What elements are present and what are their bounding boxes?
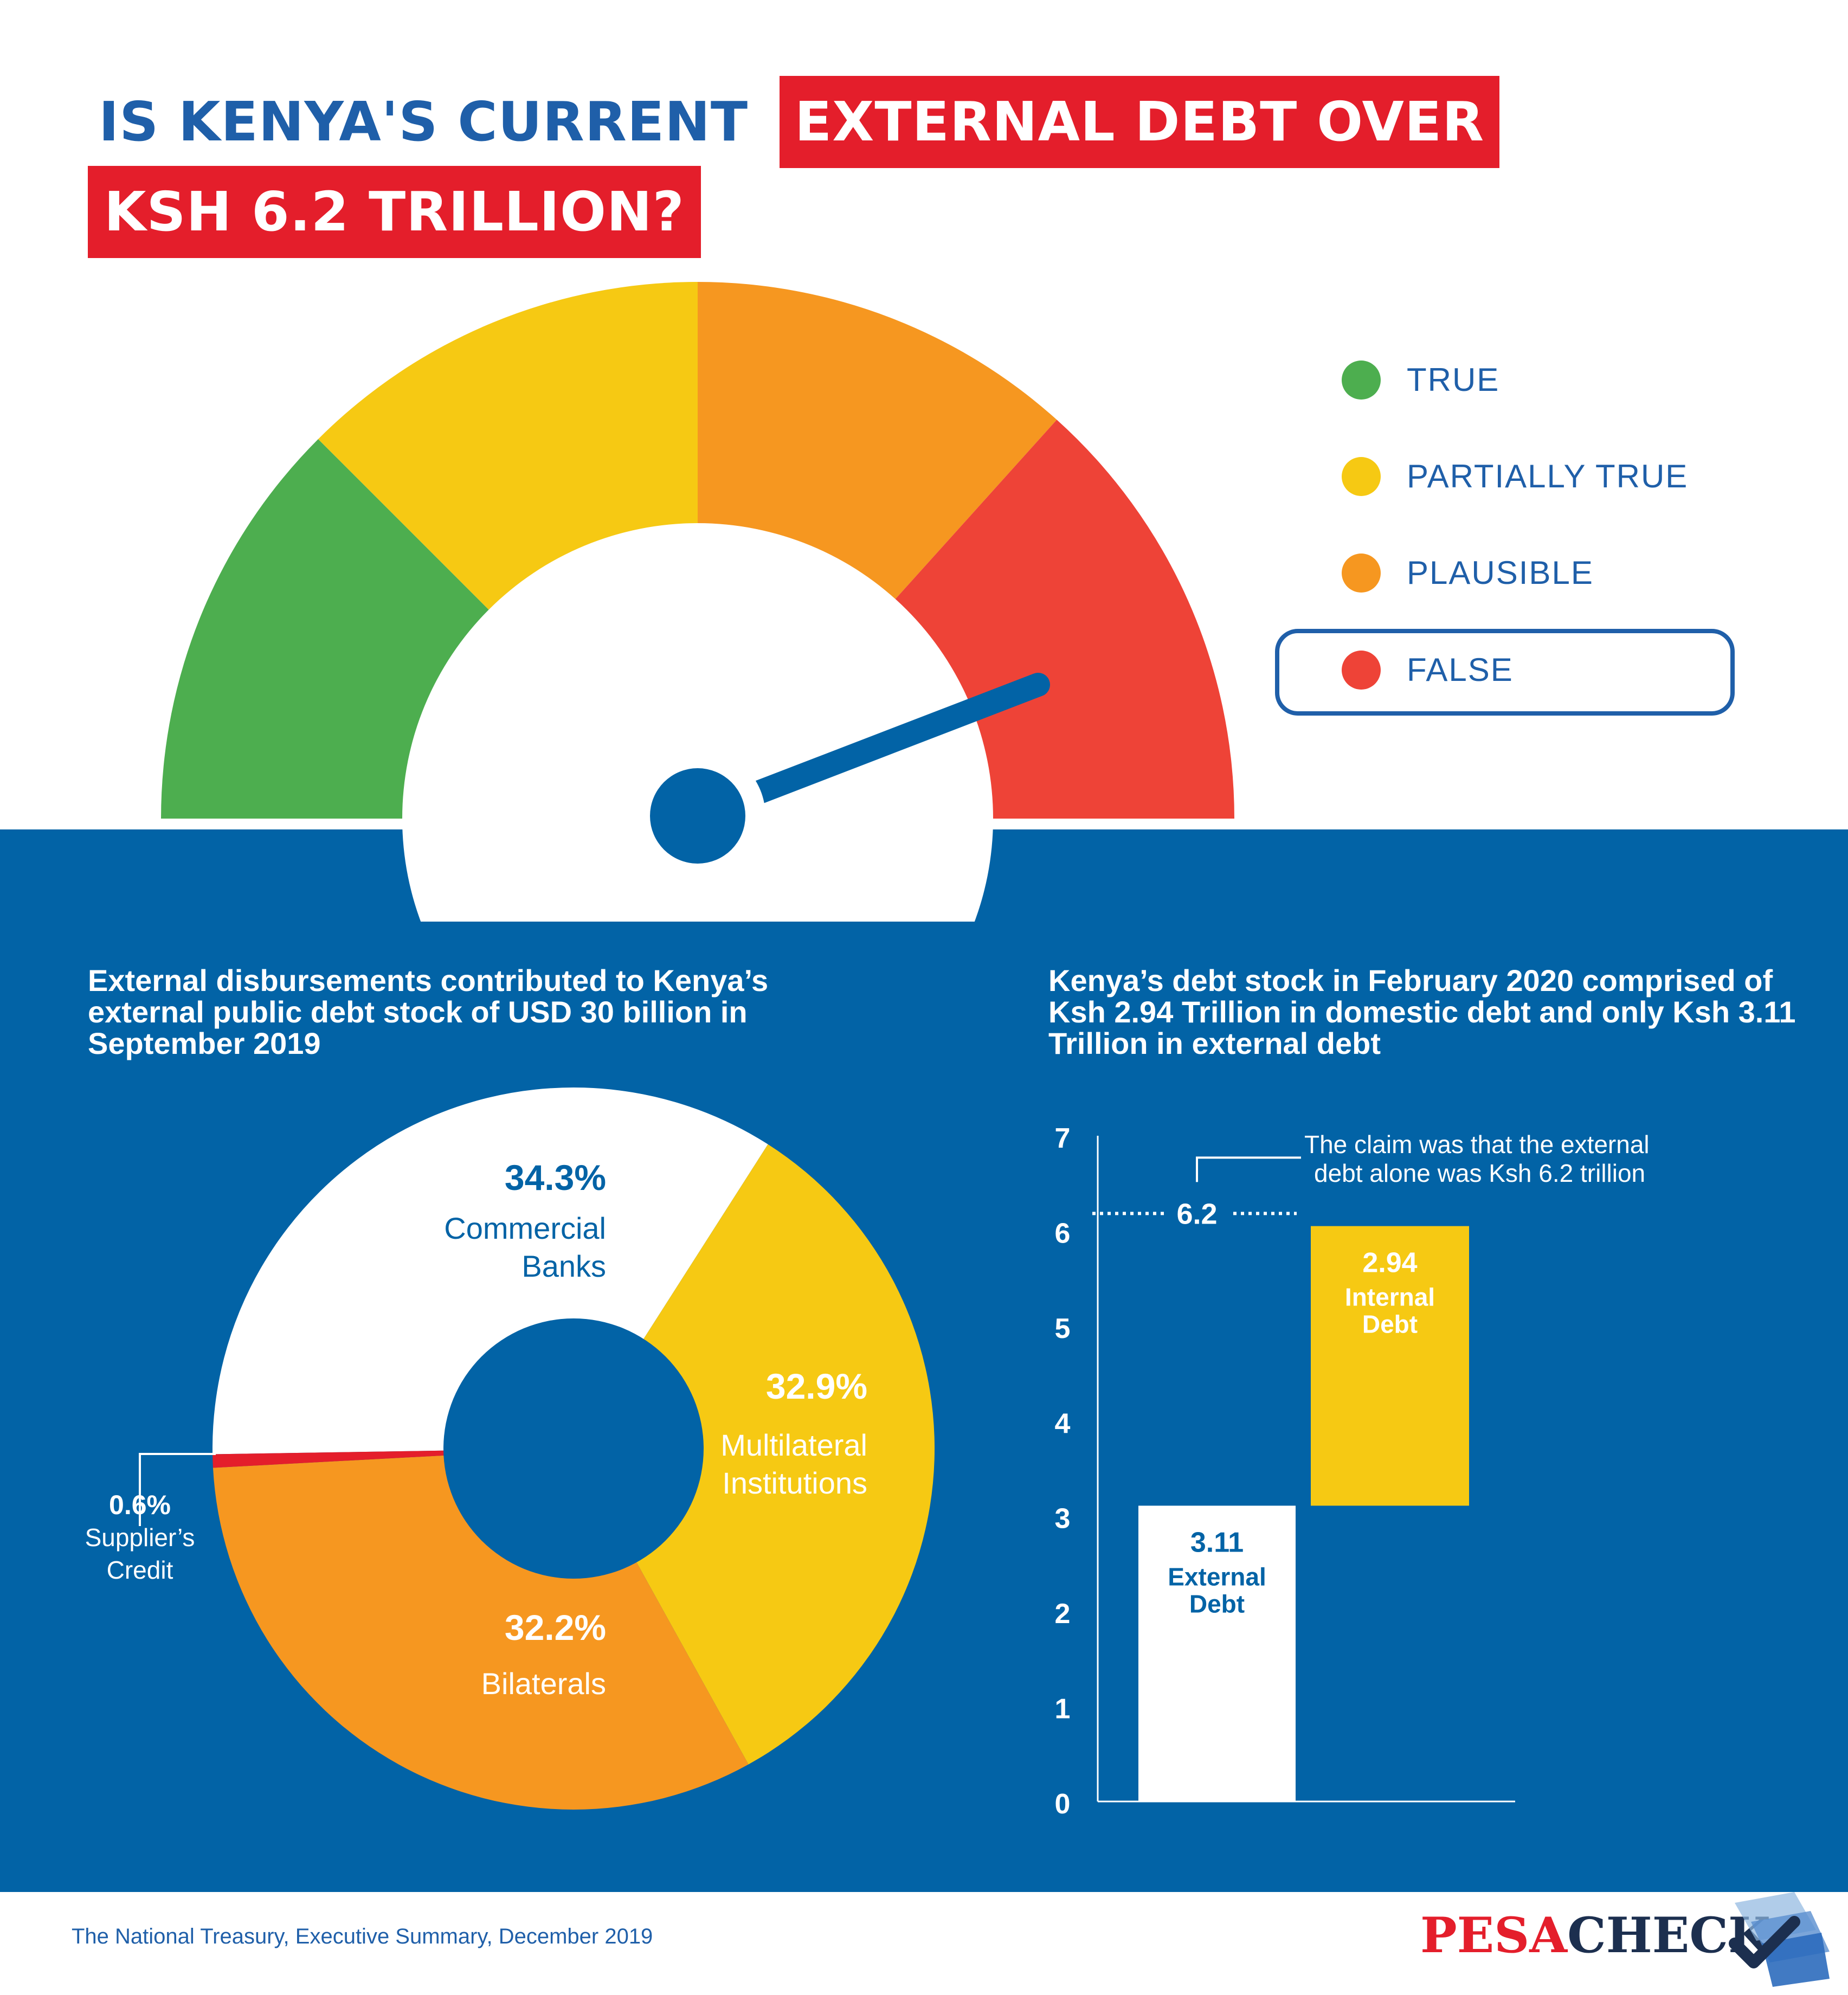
slice-label-multilateral-2: Institutions bbox=[722, 1466, 867, 1500]
slice-label-supplier-credit-2: Credit bbox=[107, 1556, 173, 1584]
slice-label-bilaterals: Bilaterals bbox=[481, 1666, 606, 1701]
source-citation: The National Treasury, Executive Summary… bbox=[72, 1925, 653, 1948]
y-tick-label: 2 bbox=[1055, 1598, 1071, 1630]
title-line-1: IS KENYA'S CURRENT bbox=[99, 90, 749, 153]
slice-label-supplier-credit: Supplier’s bbox=[85, 1523, 195, 1552]
slice-label-multilateral: Multilateral bbox=[720, 1428, 867, 1462]
slice-value-bilaterals: 32.2% bbox=[505, 1607, 606, 1648]
donut-slice-1 bbox=[574, 1144, 935, 1765]
logo-text-pesa: PESA bbox=[1420, 1907, 1568, 1964]
y-tick-label: 5 bbox=[1055, 1313, 1071, 1344]
legend-selected-box bbox=[1275, 629, 1735, 716]
legend-dot-plausible bbox=[1342, 554, 1381, 593]
y-tick-label: 0 bbox=[1055, 1788, 1071, 1820]
bar-chart-heading: Kenya’s debt stock in February 2020 comp… bbox=[1048, 963, 1796, 1060]
donut-slice-0 bbox=[213, 1087, 768, 1455]
y-tick-label: 3 bbox=[1055, 1503, 1071, 1535]
bar-value-internal-debt: 2.94 bbox=[1362, 1247, 1417, 1279]
y-tick-label: 1 bbox=[1055, 1694, 1071, 1725]
bar-value-external-debt: 3.11 bbox=[1190, 1527, 1244, 1558]
annotation-text-2: debt alone was Ksh 6.2 trillion bbox=[1314, 1159, 1645, 1187]
bar-chart-y-axis: 0 1 2 3 4 5 6 7 bbox=[1055, 1123, 1071, 1820]
y-tick-label: 7 bbox=[1055, 1123, 1071, 1154]
gauge-inner-circle bbox=[402, 523, 993, 922]
annotation-leader-line bbox=[1196, 1156, 1301, 1182]
supplier-credit-leader-line bbox=[139, 1453, 216, 1526]
bar-label-internal-debt-2: Debt bbox=[1362, 1310, 1418, 1338]
donut-chart-heading: External disbursements contributed to Ke… bbox=[88, 963, 769, 1060]
rating-gauge bbox=[161, 282, 1234, 922]
legend-label-plausible: PLAUSIBLE bbox=[1407, 555, 1594, 591]
slice-value-multilateral: 32.9% bbox=[766, 1366, 867, 1406]
donut-hole bbox=[443, 1318, 704, 1579]
bar-label-internal-debt: Internal bbox=[1345, 1283, 1435, 1311]
logo-text-check: CHECK bbox=[1567, 1907, 1771, 1964]
title-highlight-1: EXTERNAL DEBT OVER bbox=[780, 76, 1500, 168]
legend-dot-true bbox=[1342, 361, 1381, 400]
slice-label-commercial-banks-2: Banks bbox=[521, 1249, 606, 1283]
bar-chart-bars bbox=[1138, 1226, 1469, 1801]
check-mark-icon bbox=[1729, 1892, 1830, 1987]
legend-dot-false bbox=[1342, 651, 1381, 690]
slice-label-commercial-banks: Commercial bbox=[444, 1211, 606, 1245]
charts-layer: 34.3% Commercial Banks 32.9% Multilatera… bbox=[85, 1087, 1650, 1820]
title-highlight-2: KSH 6.2 TRILLION? bbox=[88, 166, 701, 258]
bar-label-external-debt: External bbox=[1168, 1562, 1266, 1591]
slice-value-supplier-credit: 0.6% bbox=[109, 1490, 171, 1520]
bar-0 bbox=[1138, 1505, 1296, 1801]
y-tick-label: 4 bbox=[1055, 1408, 1071, 1439]
legend-label-false: FALSE bbox=[1407, 652, 1514, 688]
bar-label-external-debt-2: Debt bbox=[1189, 1589, 1245, 1618]
bar-1 bbox=[1311, 1226, 1469, 1506]
legend-dot-partially-true bbox=[1342, 457, 1381, 496]
pesacheck-logo: PESACHECK bbox=[1420, 1906, 1770, 1965]
donut-chart bbox=[213, 1087, 935, 1810]
y-tick-label: 6 bbox=[1055, 1218, 1071, 1249]
reference-line-label: 6.2 bbox=[1176, 1198, 1217, 1230]
annotation-text: The claim was that the external bbox=[1304, 1130, 1650, 1159]
legend-label-partially-true: PARTIALLY TRUE bbox=[1407, 458, 1689, 494]
legend-label-true: TRUE bbox=[1407, 362, 1500, 398]
slice-value-commercial-banks: 34.3% bbox=[505, 1157, 606, 1198]
gauge-hub bbox=[650, 768, 745, 864]
